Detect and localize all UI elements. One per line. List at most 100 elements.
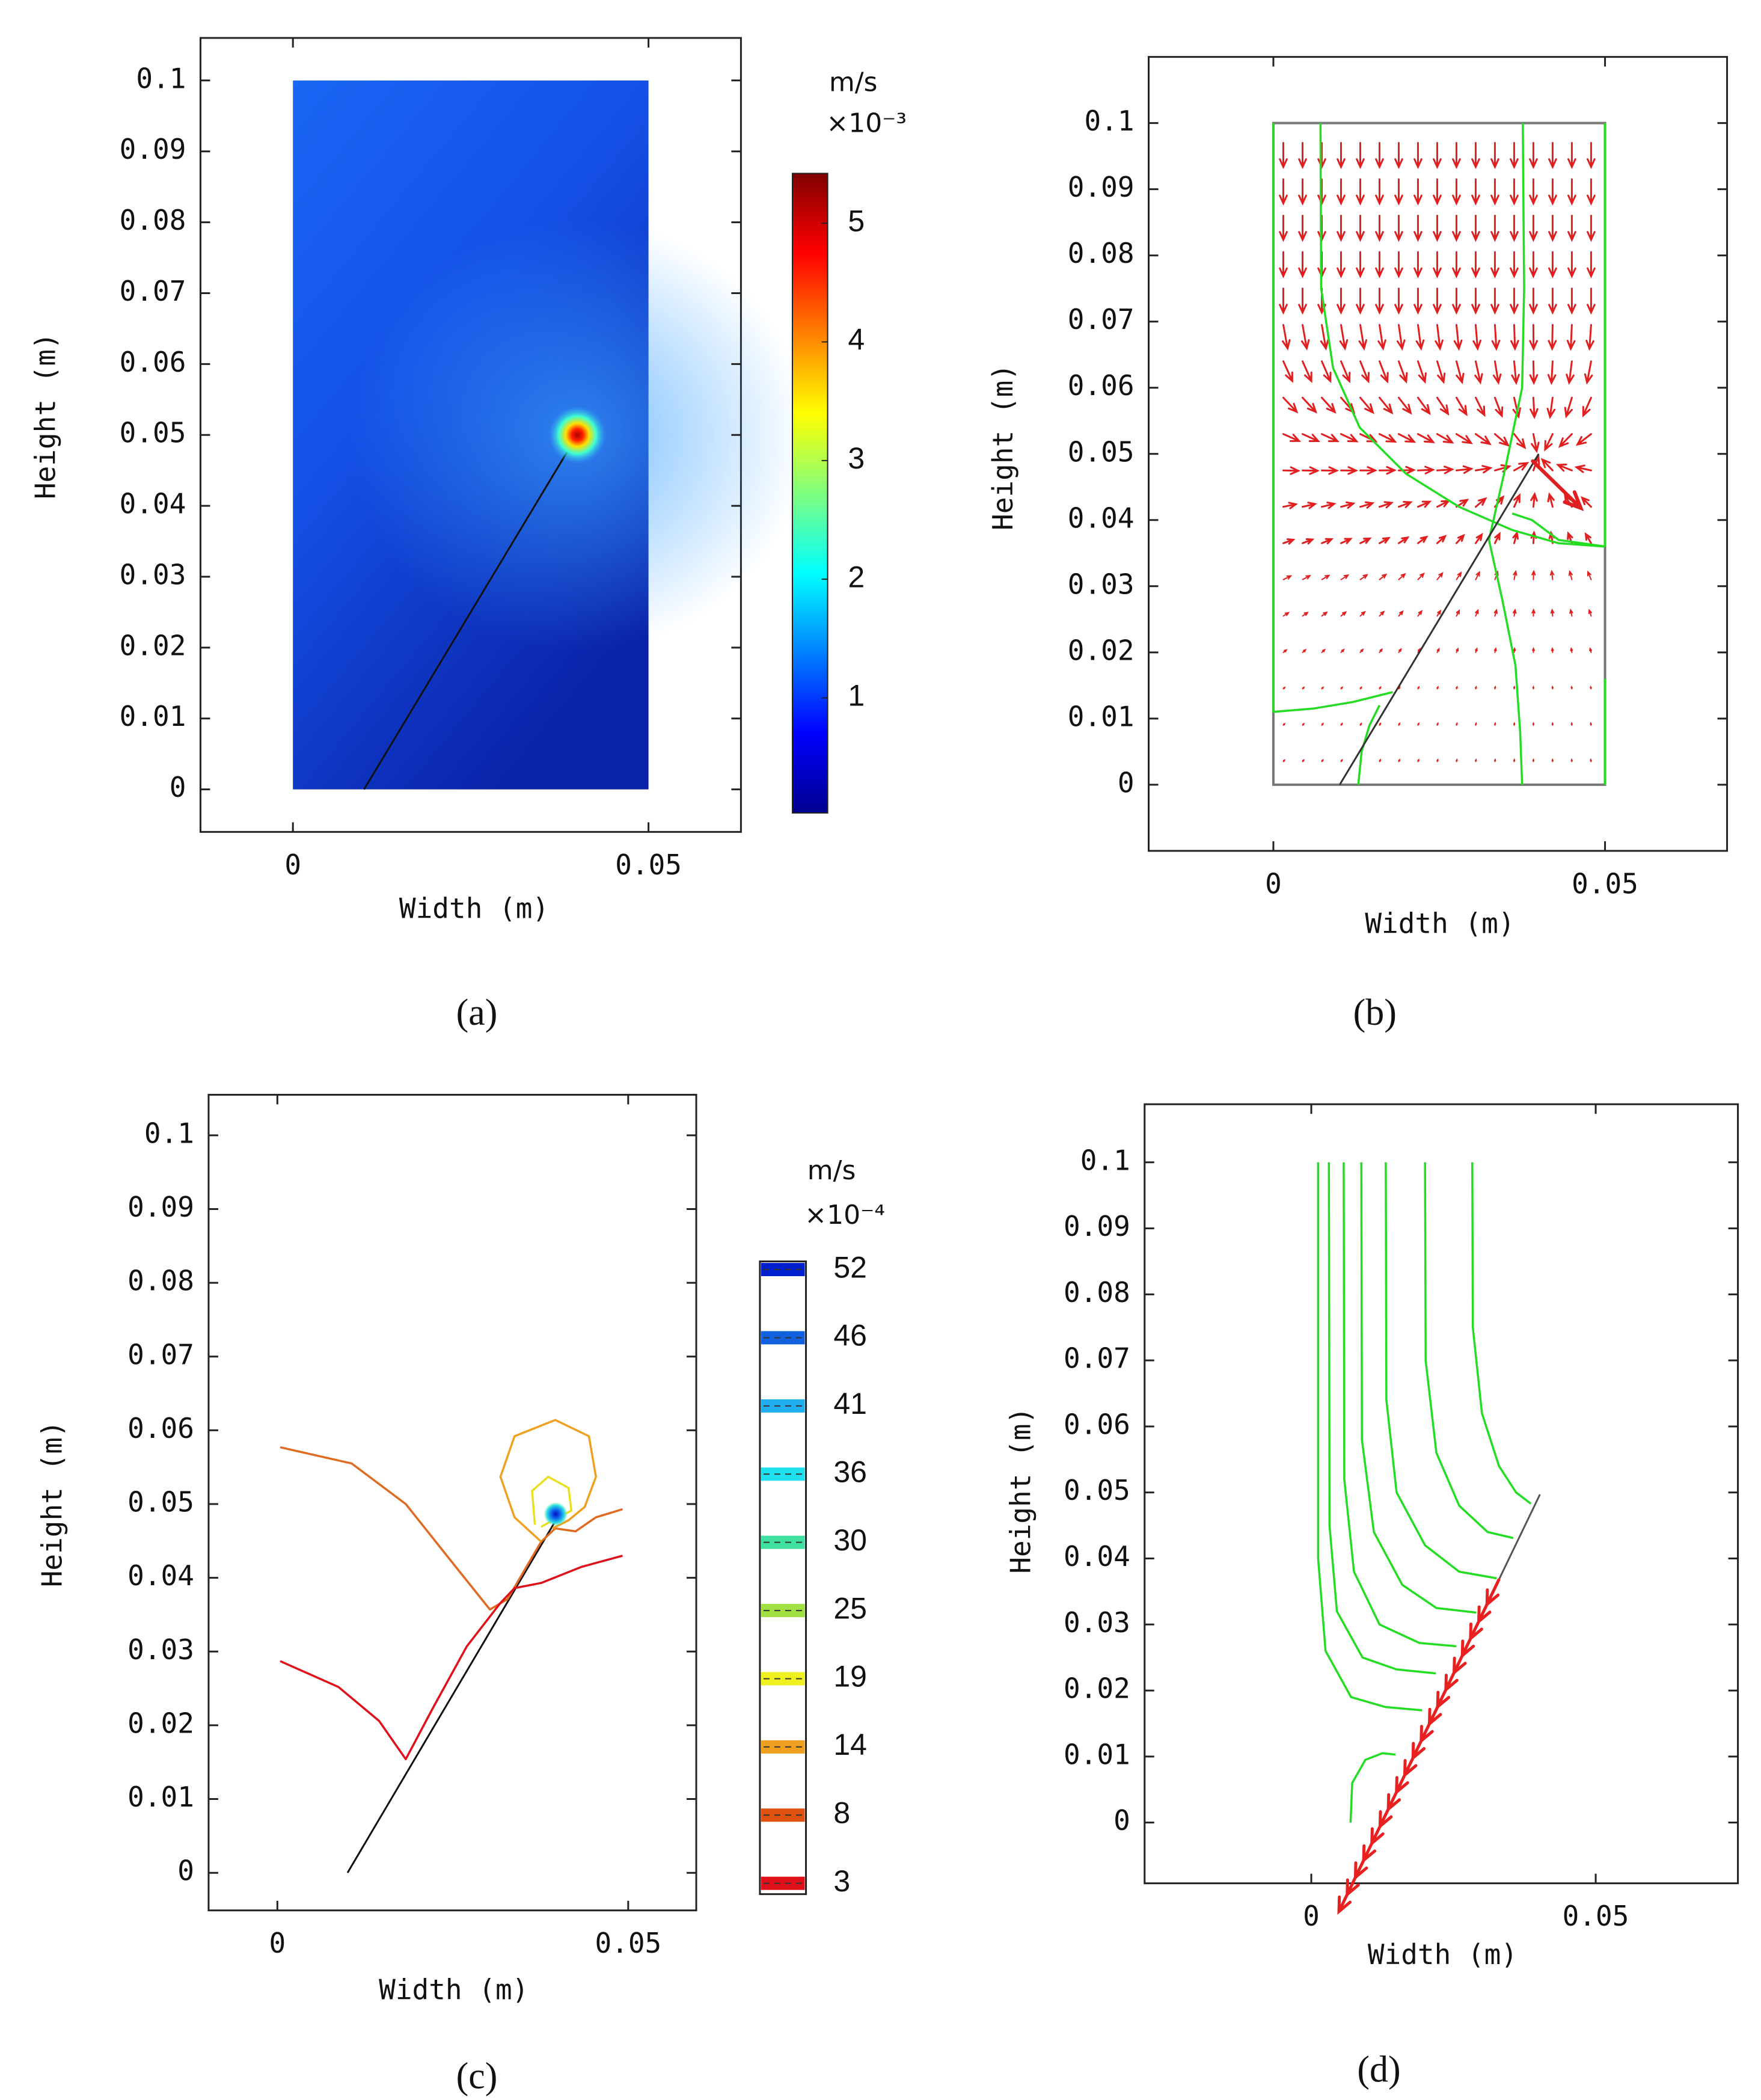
vector-arrow <box>1531 570 1536 580</box>
streamline <box>1343 1162 1457 1648</box>
vector-arrow <box>1279 178 1288 206</box>
streamline <box>1424 1162 1514 1540</box>
y-tick-label: 0.03 <box>120 558 186 591</box>
y-tick-label: 0.04 <box>1064 1540 1130 1573</box>
vector-arrow <box>1529 251 1538 278</box>
vector-arrow <box>1590 722 1592 726</box>
y-tick-label: 0.1 <box>144 1117 194 1149</box>
vector-arrow <box>1320 360 1332 384</box>
crack <box>346 1521 556 1873</box>
vector-arrow <box>1456 571 1462 580</box>
vector-arrow <box>1340 538 1353 544</box>
vector-arrow <box>1279 287 1288 315</box>
vector-arrow <box>1548 251 1557 278</box>
vector-arrow <box>1394 251 1403 278</box>
vector-arrow <box>1566 360 1575 385</box>
vector-arrow <box>1433 251 1442 278</box>
vector-arrow <box>1375 215 1384 242</box>
vector-arrow <box>1398 722 1401 726</box>
vector-arrow <box>1490 251 1499 278</box>
colorbar-level <box>761 1876 805 1890</box>
vector-arrow <box>1416 500 1432 508</box>
vector-arrow <box>1282 396 1299 414</box>
vector-arrow <box>1279 215 1288 242</box>
y-tick-label: 0 <box>1113 1804 1130 1837</box>
vector-arrow <box>1378 501 1394 509</box>
vector-arrow <box>1570 685 1573 690</box>
vector-arrow <box>1530 491 1538 508</box>
x-tick-label: 0 <box>1265 867 1282 900</box>
vector-arrow <box>1433 287 1442 315</box>
streamline <box>1385 1162 1497 1580</box>
x-axis-label: Width (m) <box>1368 1938 1518 1971</box>
vector-arrow <box>1279 251 1288 278</box>
x-tick-label: 0.05 <box>1563 1900 1629 1932</box>
contour-line <box>280 1446 623 1611</box>
vector-arrow <box>1282 538 1296 545</box>
vector-arrow <box>1433 178 1442 206</box>
vector-arrow <box>1493 396 1504 418</box>
vector-arrow <box>1455 396 1468 417</box>
y-tick-label: 0.04 <box>1068 502 1135 534</box>
vector-arrow <box>1433 215 1442 242</box>
y-tick-label: 0.06 <box>1064 1408 1130 1440</box>
vector-arrow <box>1416 465 1436 474</box>
vector-arrow <box>1340 648 1345 653</box>
colorbar-level <box>761 1399 805 1413</box>
vector-arrow <box>1302 360 1312 383</box>
vector-arrow <box>1540 458 1554 471</box>
vector-arrow <box>1513 646 1516 653</box>
vector-arrow <box>1356 215 1365 242</box>
vector-arrow <box>1575 433 1592 446</box>
panel-label: (d) <box>1357 2049 1400 2090</box>
vector-arrow <box>1396 324 1406 351</box>
vector-arrow <box>1567 178 1576 206</box>
y-tick-label: 0.06 <box>120 346 186 378</box>
vector-arrow <box>1491 324 1501 351</box>
y-tick-label: 0.07 <box>1064 1342 1130 1375</box>
vector-arrow <box>1493 647 1497 653</box>
vector-arrow <box>1566 324 1576 351</box>
vector-arrow <box>1570 646 1573 653</box>
vector-arrow <box>1282 466 1301 475</box>
y-tick-label: 0.03 <box>1068 568 1135 600</box>
vector-arrow <box>1379 758 1382 763</box>
vector-arrow <box>1493 433 1510 447</box>
y-tick-label: 0.09 <box>127 1191 194 1223</box>
y-tick-label: 0.05 <box>120 417 186 449</box>
vector-arrow <box>1532 646 1535 653</box>
tip-blob <box>544 1502 568 1526</box>
vector-arrow <box>1471 142 1480 170</box>
vector-arrow <box>1302 649 1307 653</box>
vector-arrow <box>1416 396 1431 416</box>
colorbar-tick-label: 36 <box>833 1455 867 1488</box>
vector-arrow <box>1456 686 1458 690</box>
vector-arrow <box>1356 251 1365 278</box>
vector-arrow <box>1510 215 1519 242</box>
vector-arrow <box>1475 609 1479 617</box>
colorbar-level <box>761 1263 805 1277</box>
vector-arrow <box>1356 287 1365 315</box>
vector-arrow <box>1456 647 1459 653</box>
vector-arrow <box>1568 570 1573 580</box>
vector-arrow <box>1471 251 1480 278</box>
vector-arrow <box>1282 502 1298 509</box>
vector-arrow <box>1531 608 1536 617</box>
streamline <box>1511 512 1605 548</box>
y-tick-label: 0.08 <box>127 1265 194 1297</box>
plot-content <box>1272 121 1606 786</box>
contour-line <box>499 1419 597 1543</box>
vector-arrow <box>1548 215 1557 242</box>
vector-arrow <box>1317 142 1326 170</box>
vector-arrow <box>1359 360 1370 384</box>
streamline <box>1487 123 1525 785</box>
vector-arrow <box>1510 287 1519 315</box>
vector-arrow <box>1471 215 1480 242</box>
y-tick-label: 0.09 <box>1064 1210 1130 1242</box>
vector-arrow <box>1394 142 1403 170</box>
panel: 0 0.01 0.02 0.03 0.04 0.05 0.06 0.07 0.08 0.09 0.1… <box>987 56 1729 1033</box>
vector-arrow <box>1433 142 1442 170</box>
vector-arrow <box>1567 287 1576 315</box>
vector-arrow <box>1394 215 1403 242</box>
vector-arrow <box>1588 609 1593 617</box>
